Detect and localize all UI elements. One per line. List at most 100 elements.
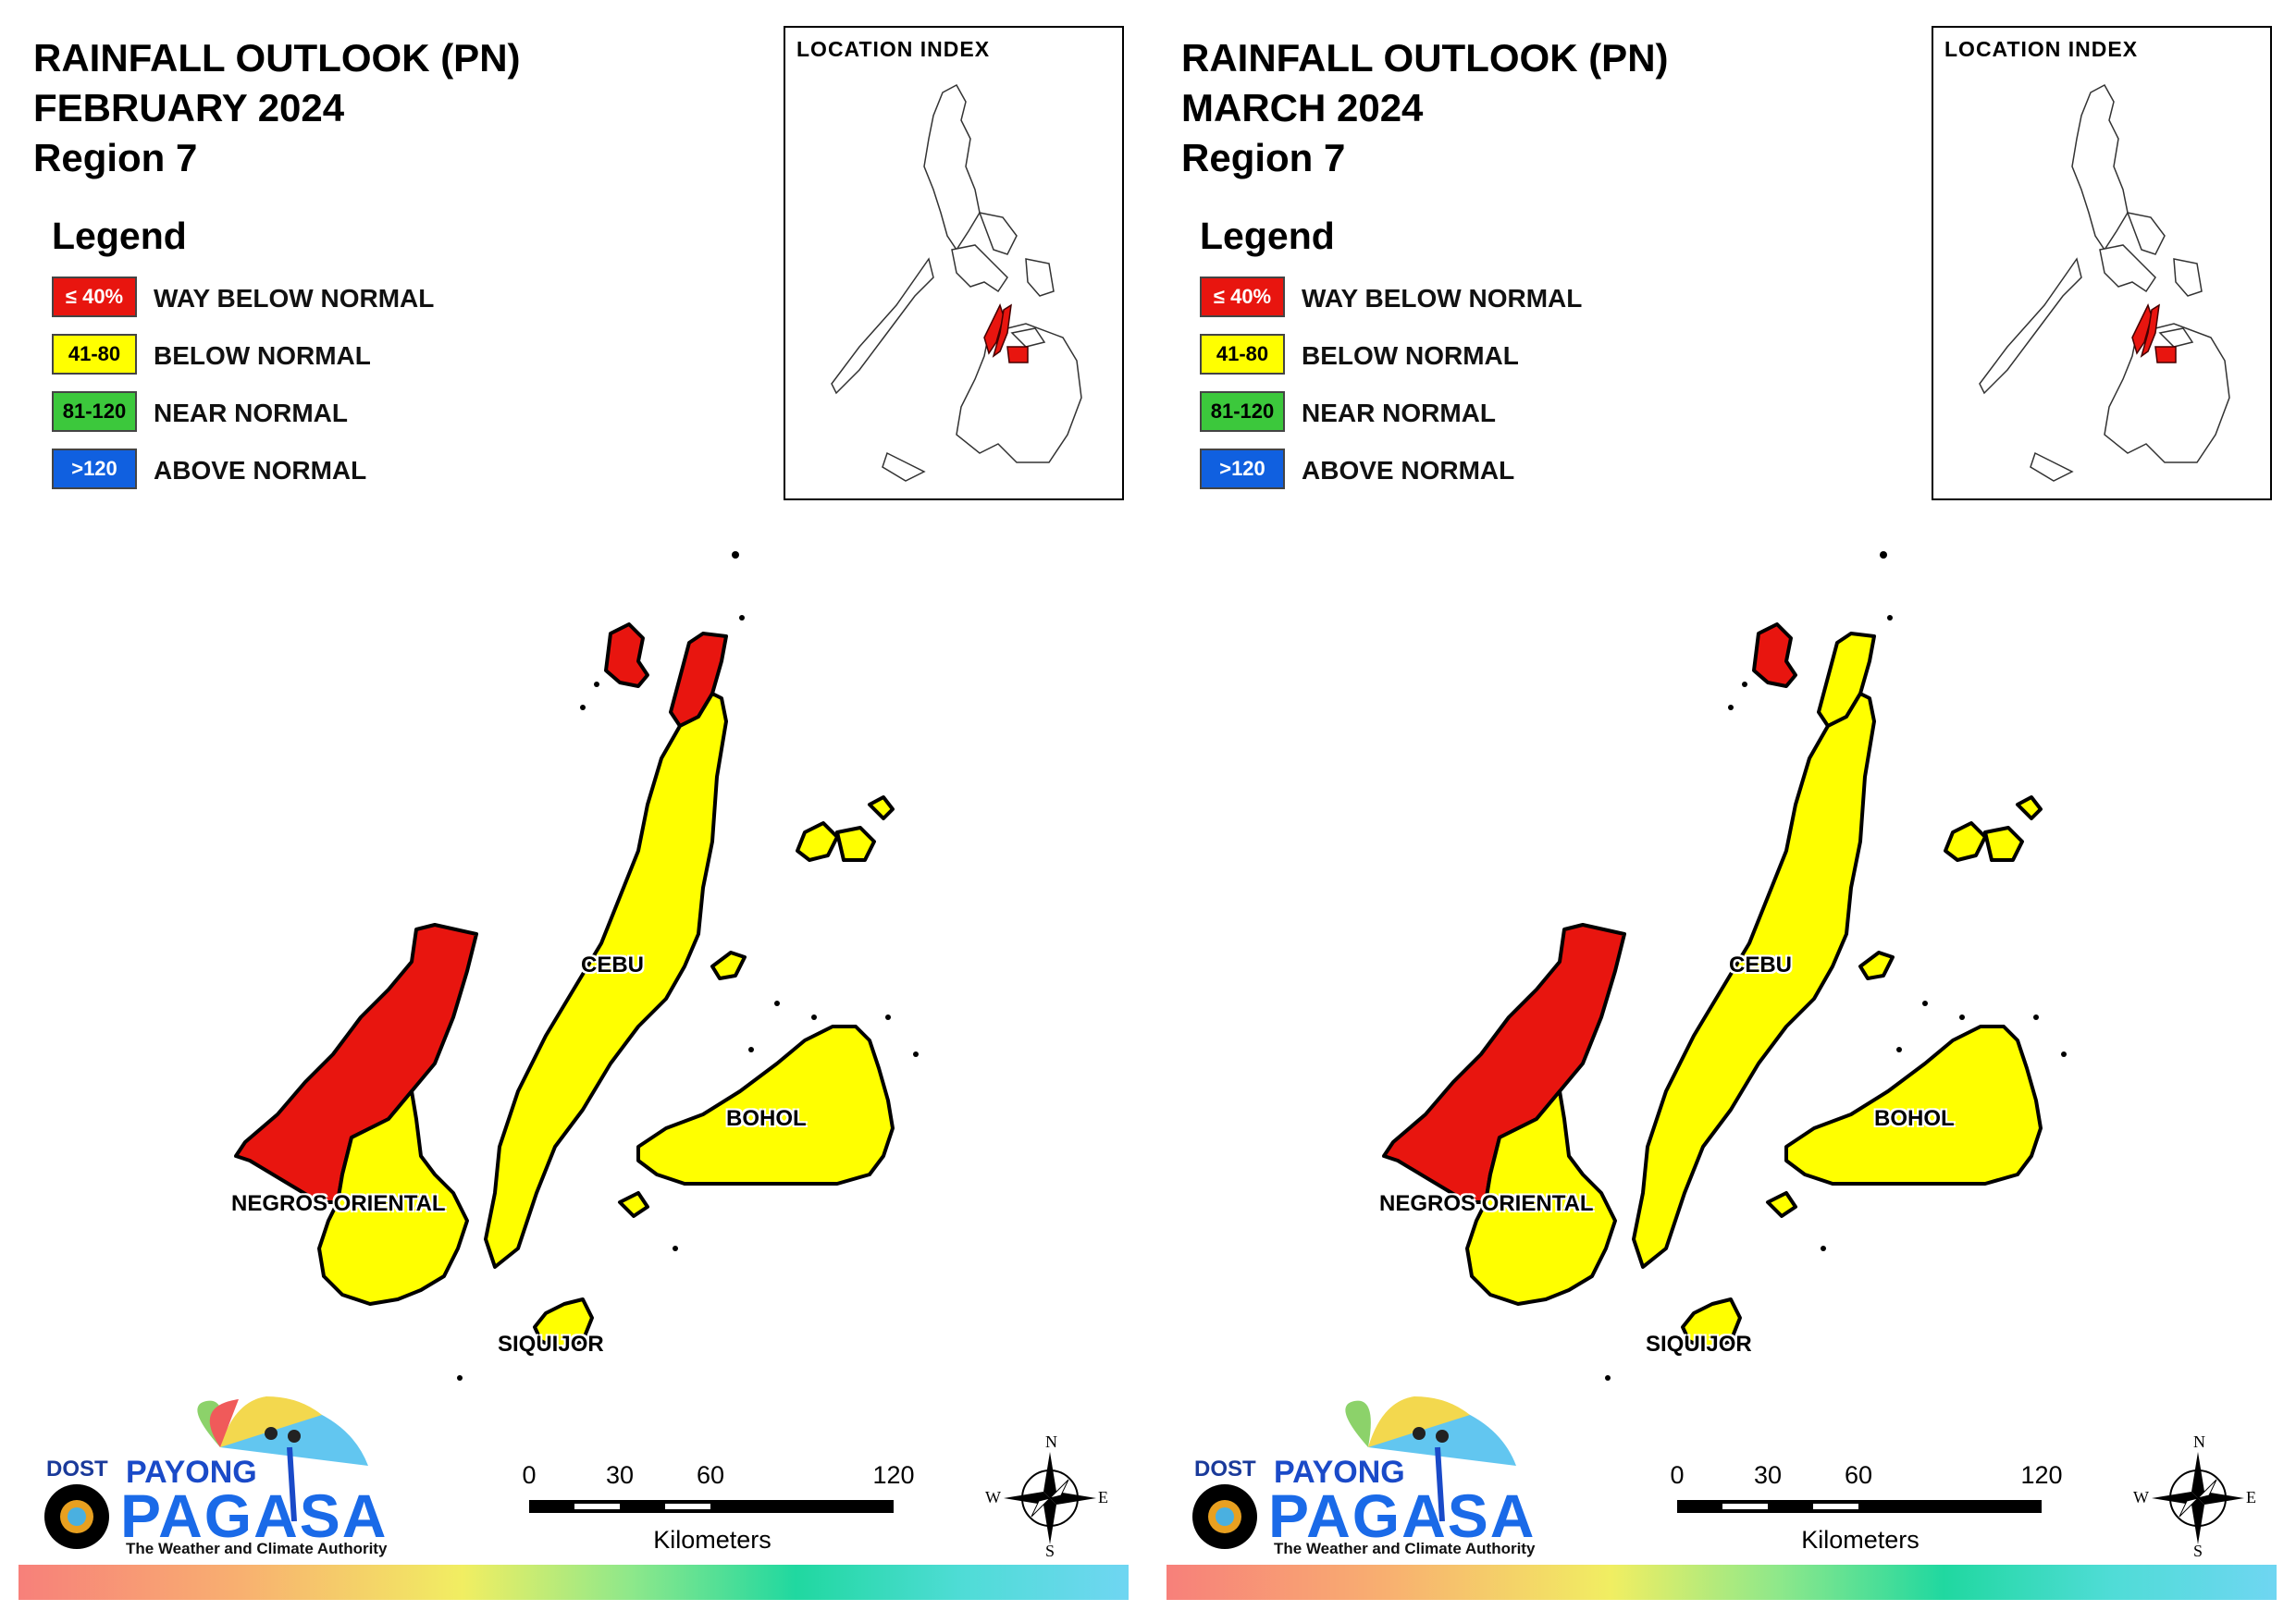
outlook-panel-march: RAINFALL OUTLOOK (PN) MARCH 2024 Region … [1148, 0, 2296, 1623]
legend-item: >120 ABOVE NORMAL [52, 449, 366, 506]
legend-label: NEAR NORMAL [154, 399, 348, 427]
legend-swatch: >120 [1200, 449, 1285, 489]
bohol-island [1784, 1025, 2043, 1186]
compass-rose-icon [1004, 1452, 1096, 1544]
inset-title: LOCATION INDEX [1944, 37, 2139, 61]
legend-label: WAY BELOW NORMAL [154, 284, 435, 313]
scale-bar: 0 30 60 120 Kilometers [1670, 1461, 2064, 1563]
footer-color-band [19, 1565, 1129, 1600]
dost-label: DOST [46, 1457, 108, 1482]
compass-east: E [2246, 1488, 2256, 1506]
legend-swatch: 81-120 [52, 391, 137, 432]
payong-label: PAYONG [1274, 1455, 1405, 1490]
payong-pagasa-logo: DOST PAYONG PAGASA The Weather and Clima… [1183, 1392, 1544, 1563]
region-label-negros-oriental: NEGROS ORIENTAL [231, 1191, 446, 1216]
scale-tick-120: 120 [2020, 1461, 2063, 1489]
legend-label: NEAR NORMAL [1302, 399, 1496, 427]
legend-label: ABOVE NORMAL [1302, 456, 1515, 485]
compass-north: N [2193, 1432, 2205, 1451]
scale-units: Kilometers [653, 1526, 772, 1554]
title-line-region: Region 7 [33, 136, 198, 179]
scale-units: Kilometers [1801, 1526, 1920, 1554]
logo-tagline: The Weather and Climate Authority [126, 1540, 388, 1557]
scale-bar: 0 30 60 120 Kilometers [522, 1461, 916, 1563]
scale-tick-30: 30 [605, 1461, 635, 1489]
map-title: RAINFALL OUTLOOK (PN) MARCH 2024 Region … [1181, 33, 1669, 183]
scale-bar-graphic [1677, 1500, 2042, 1513]
legend-item: 41-80 BELOW NORMAL [52, 334, 371, 391]
compass-west: W [985, 1488, 1001, 1506]
scale-tick-0: 0 [1670, 1461, 1685, 1489]
negros-oriental-north [1382, 923, 1626, 1204]
pagasa-umbrella-logo-icon [44, 1396, 368, 1549]
logo-tagline: The Weather and Climate Authority [1274, 1540, 1536, 1557]
siquijor-island [533, 1297, 594, 1352]
title-line-region: Region 7 [1181, 136, 1346, 179]
legend-swatch: ≤ 40% [1200, 277, 1285, 317]
legend: Legend ≤ 40% WAY BELOW NORMAL 41-80 BELO… [52, 215, 434, 506]
pagasa-label: PAGASA [1268, 1482, 1537, 1550]
legend: Legend ≤ 40% WAY BELOW NORMAL 41-80 BELO… [1200, 215, 1582, 506]
pagasa-umbrella-logo-icon [1192, 1396, 1516, 1549]
bohol-southwest-islet [618, 1191, 649, 1218]
region-label-negros-oriental: NEGROS ORIENTAL [1379, 1191, 1594, 1216]
region-label-cebu: CEBU [581, 953, 645, 977]
legend-label: BELOW NORMAL [1302, 341, 1519, 370]
region-label-bohol: BOHOL [726, 1106, 807, 1131]
bantayan-island [1752, 622, 1797, 688]
payong-label: PAYONG [126, 1455, 257, 1490]
region-label-siquijor: SIQUIJOR [498, 1332, 604, 1357]
region-label-cebu: CEBU [1729, 953, 1793, 977]
negros-oriental-south [317, 1089, 469, 1306]
negros-oriental-south [1465, 1089, 1617, 1306]
siquijor-island [1681, 1297, 1742, 1352]
region-7-choropleth [234, 551, 919, 1381]
map-title: RAINFALL OUTLOOK (PN) FEBRUARY 2024 Regi… [33, 33, 521, 183]
region-7-choropleth [1382, 551, 2067, 1381]
camotes-islands [1944, 795, 2043, 862]
bantayan-island [604, 622, 649, 688]
legend-swatch: ≤ 40% [52, 277, 137, 317]
scale-tick-0: 0 [522, 1461, 537, 1489]
outlook-panel-february: RAINFALL OUTLOOK (PN) FEBRUARY 2024 Regi… [0, 26, 1148, 1600]
legend-label: ABOVE NORMAL [154, 456, 367, 485]
pagasa-label: PAGASA [120, 1482, 389, 1550]
legend-swatch: >120 [52, 449, 137, 489]
legend-swatch: 41-80 [52, 334, 137, 375]
legend-heading: Legend [1200, 215, 1335, 257]
title-line-month: MARCH 2024 [1181, 86, 1424, 129]
region-label-siquijor: SIQUIJOR [1646, 1332, 1752, 1357]
cebu-east-islands [710, 951, 747, 980]
scale-bar-graphic [529, 1500, 894, 1513]
region-7-map: CEBU BOHOL NEGROS ORIENTAL SIQUIJOR [0, 536, 1148, 1410]
negros-oriental-north [234, 923, 478, 1204]
legend-heading: Legend [52, 215, 187, 257]
legend-item: 81-120 NEAR NORMAL [1200, 391, 1496, 449]
legend-item: 41-80 BELOW NORMAL [1200, 334, 1519, 391]
compass-rose-icon [2152, 1452, 2244, 1544]
bohol-southwest-islet [1766, 1191, 1797, 1218]
cebu-east-islands [1858, 951, 1895, 980]
scale-tick-120: 120 [872, 1461, 915, 1489]
region-label-bohol: BOHOL [1874, 1106, 1955, 1131]
title-line-month: FEBRUARY 2024 [33, 86, 345, 129]
philippines-inset-map [1979, 83, 2230, 482]
legend-swatch: 41-80 [1200, 334, 1285, 375]
bohol-island [636, 1025, 895, 1186]
legend-label: BELOW NORMAL [154, 341, 371, 370]
legend-item: >120 ABOVE NORMAL [1200, 449, 1514, 506]
compass-west: W [2133, 1488, 2149, 1506]
dost-label: DOST [1194, 1457, 1256, 1482]
cebu-island [484, 692, 728, 1269]
footer-color-band [1167, 1565, 2277, 1600]
north-arrow-compass: N E S W [2133, 1432, 2256, 1560]
payong-pagasa-logo: DOST PAYONG PAGASA The Weather and Clima… [35, 1392, 396, 1563]
title-line-product: RAINFALL OUTLOOK (PN) [33, 36, 521, 80]
legend-swatch: 81-120 [1200, 391, 1285, 432]
title-line-product: RAINFALL OUTLOOK (PN) [1181, 36, 1669, 80]
scale-tick-60: 60 [696, 1461, 725, 1489]
compass-north: N [1045, 1432, 1057, 1451]
compass-east: E [1098, 1488, 1108, 1506]
legend-item: 81-120 NEAR NORMAL [52, 391, 348, 449]
region-7-map: CEBU BOHOL NEGROS ORIENTAL SIQUIJOR [1148, 536, 2296, 1410]
